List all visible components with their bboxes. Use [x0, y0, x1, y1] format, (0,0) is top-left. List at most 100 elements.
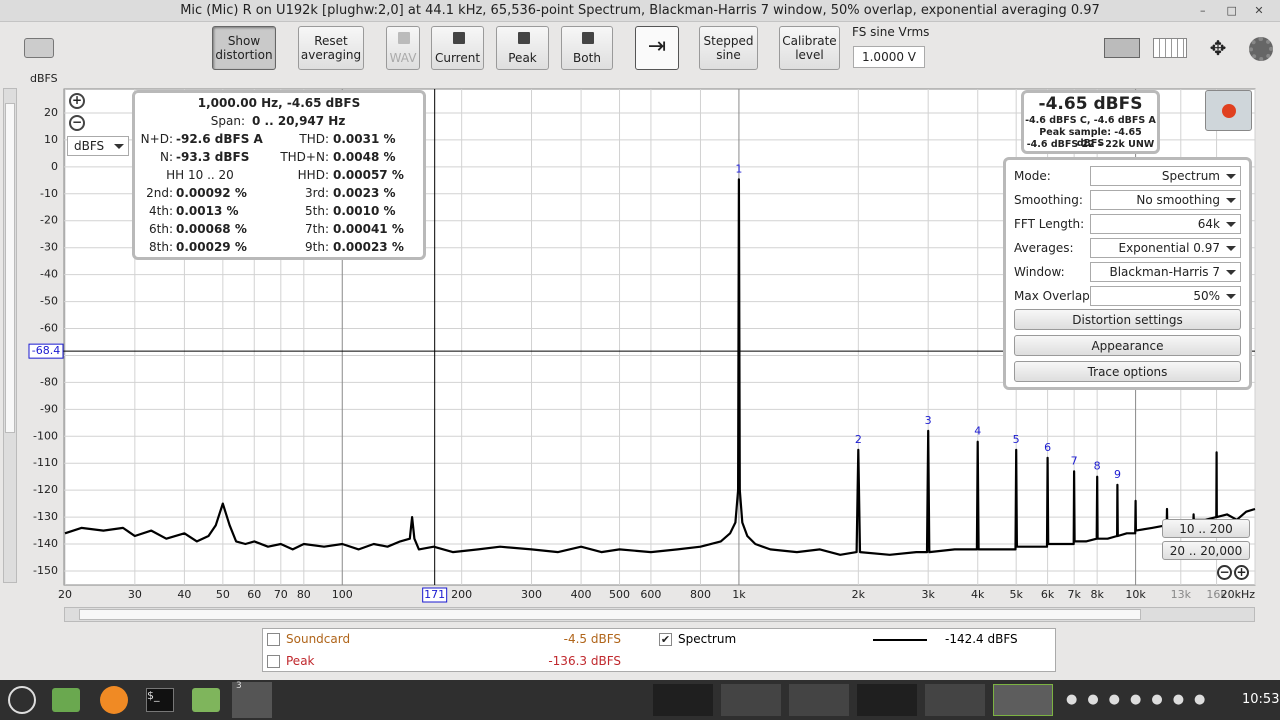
info-value: 0.0048 %: [333, 150, 396, 164]
setting-dropdown[interactable]: Blackman-Harris 7: [1090, 262, 1241, 282]
window-button[interactable]: [857, 684, 917, 716]
info-value: 0.00057 %: [333, 168, 404, 182]
layout-icon[interactable]: [1153, 38, 1187, 58]
app-icon[interactable]: [52, 688, 80, 712]
info-label: 4th:: [149, 204, 173, 218]
info-value: 0.0031 %: [333, 132, 396, 146]
x-tick-label: 6k: [1041, 588, 1055, 601]
y-tick-label: -140: [33, 537, 58, 550]
title-bar: Mic (Mic) R on U192k [plughw:2,0] at 44.…: [0, 0, 1280, 22]
toolbar-button[interactable]: Calibrate level: [779, 26, 840, 70]
y-tick-label: 10: [44, 133, 58, 146]
zoom-out[interactable]: −: [1217, 565, 1232, 580]
window-button[interactable]: [789, 684, 849, 716]
toolbar-button[interactable]: Peak: [496, 26, 549, 70]
toolbar-button[interactable]: Both: [561, 26, 613, 70]
setting-dropdown[interactable]: Spectrum: [1090, 166, 1241, 186]
legend-checkbox[interactable]: [267, 633, 280, 646]
x-tick-label: 50: [216, 588, 230, 601]
y-tick-label: -110: [33, 456, 58, 469]
h-scrollbar[interactable]: [64, 607, 1255, 622]
toolbar-button[interactable]: Reset averaging: [298, 26, 364, 70]
legend-name: Soundcard: [286, 632, 351, 646]
y-tick-label: -120: [33, 483, 58, 496]
cursor-box: [28, 343, 64, 359]
zoom-preset[interactable]: 20 .. 20,000: [1162, 541, 1250, 560]
scroll-thumb[interactable]: [79, 609, 1141, 620]
legend-checkbox[interactable]: ✔: [659, 633, 672, 646]
harmonic-label: 4: [974, 425, 981, 438]
toolbar-button[interactable]: Current: [431, 26, 484, 70]
x-tick-label: 4k: [971, 588, 985, 601]
zoom-out[interactable]: −: [69, 115, 85, 131]
harmonic-label: 5: [1013, 433, 1020, 446]
x-tick-label: 3k: [921, 588, 935, 601]
toolbar-button[interactable]: WAV: [386, 26, 420, 70]
x-tick-label: 60: [247, 588, 261, 601]
settings-button[interactable]: Distortion settings: [1014, 309, 1241, 330]
info-label: N+D:: [140, 132, 173, 146]
v-scrollbar[interactable]: [3, 88, 17, 583]
setting-dropdown[interactable]: Exponential 0.97: [1090, 238, 1241, 258]
window-button[interactable]: [993, 684, 1053, 716]
info-label: 7th:: [305, 222, 329, 236]
fullscreen-icon[interactable]: ✥: [1209, 36, 1227, 60]
zoom-in[interactable]: +: [69, 93, 85, 109]
x-tick-label: 800: [690, 588, 711, 601]
level-line: Peak sample: -4.65 dBFS: [1039, 127, 1142, 149]
toolbar-button[interactable]: Stepped sine: [699, 26, 758, 70]
y-tick-label: -60: [40, 322, 58, 335]
x-tick-label: 5k: [1009, 588, 1023, 601]
info-header: 1,000.00 Hz, -4.65 dBFS: [197, 96, 361, 110]
window-title: Mic (Mic) R on U192k [plughw:2,0] at 44.…: [180, 3, 1100, 18]
zoom-preset[interactable]: 10 .. 200: [1162, 519, 1250, 538]
app-icon[interactable]: [192, 688, 220, 712]
info-value: 0.0023 %: [333, 186, 396, 200]
harmonic-label: 8: [1094, 460, 1101, 473]
window-button[interactable]: [925, 684, 985, 716]
scroll-thumb[interactable]: [5, 103, 15, 433]
zoom-in[interactable]: +: [1234, 565, 1249, 580]
unit-select[interactable]: dBFS: [67, 136, 129, 156]
generator-icon[interactable]: ⇥: [635, 26, 679, 70]
disk-icon: [398, 32, 410, 44]
harmonic-label: 9: [1114, 468, 1121, 481]
toolbar-button[interactable]: Show distortion: [212, 26, 276, 70]
disk-icon: [517, 32, 530, 44]
window-button[interactable]: [653, 684, 713, 716]
camera-icon[interactable]: [24, 38, 54, 58]
x-tick-label: 20: [58, 588, 72, 601]
y-tick-label: -30: [40, 241, 58, 254]
x-tick-label: 10k: [1125, 588, 1146, 601]
settings-icon[interactable]: [1249, 37, 1273, 61]
record-led: [1222, 104, 1236, 118]
info-label: 6th:: [149, 222, 173, 236]
disk-icon: [452, 32, 465, 44]
setting-dropdown[interactable]: 50%: [1090, 286, 1241, 306]
x-tick-label: 400: [571, 588, 592, 601]
app-icon[interactable]: $_: [146, 688, 174, 712]
clock: 10:53: [1242, 692, 1280, 707]
settings-button[interactable]: Appearance: [1014, 335, 1241, 356]
legend-checkbox[interactable]: [267, 655, 280, 668]
setting-dropdown[interactable]: 64k: [1090, 214, 1241, 234]
app-icon-active[interactable]: [232, 682, 272, 718]
layout-icon[interactable]: [1104, 38, 1140, 58]
y-tick-label: -100: [33, 429, 58, 442]
settings-panel: Mode: Spectrum Smoothing: No smoothing FFT L…: [1003, 157, 1252, 390]
info-value: 0.00092 %: [176, 186, 247, 200]
window-button[interactable]: [721, 684, 781, 716]
x-tick-label: 2k: [852, 588, 866, 601]
window-controls[interactable]: – □ ✕: [1200, 4, 1264, 17]
spectrum-trace: [64, 178, 1256, 556]
setting-dropdown[interactable]: No smoothing: [1090, 190, 1241, 210]
settings-button[interactable]: Trace options: [1014, 361, 1241, 382]
legend-name: Peak: [286, 654, 315, 668]
fs-input[interactable]: 1.0000 V: [853, 46, 925, 68]
legend-value: -136.3 dBFS: [548, 654, 621, 668]
info-label: THD:: [299, 132, 329, 146]
app-icon[interactable]: [100, 686, 128, 714]
tray-icons[interactable]: ●●●●●●●: [1066, 692, 1216, 707]
record-button[interactable]: [1205, 90, 1252, 131]
menu-icon[interactable]: [8, 686, 36, 714]
